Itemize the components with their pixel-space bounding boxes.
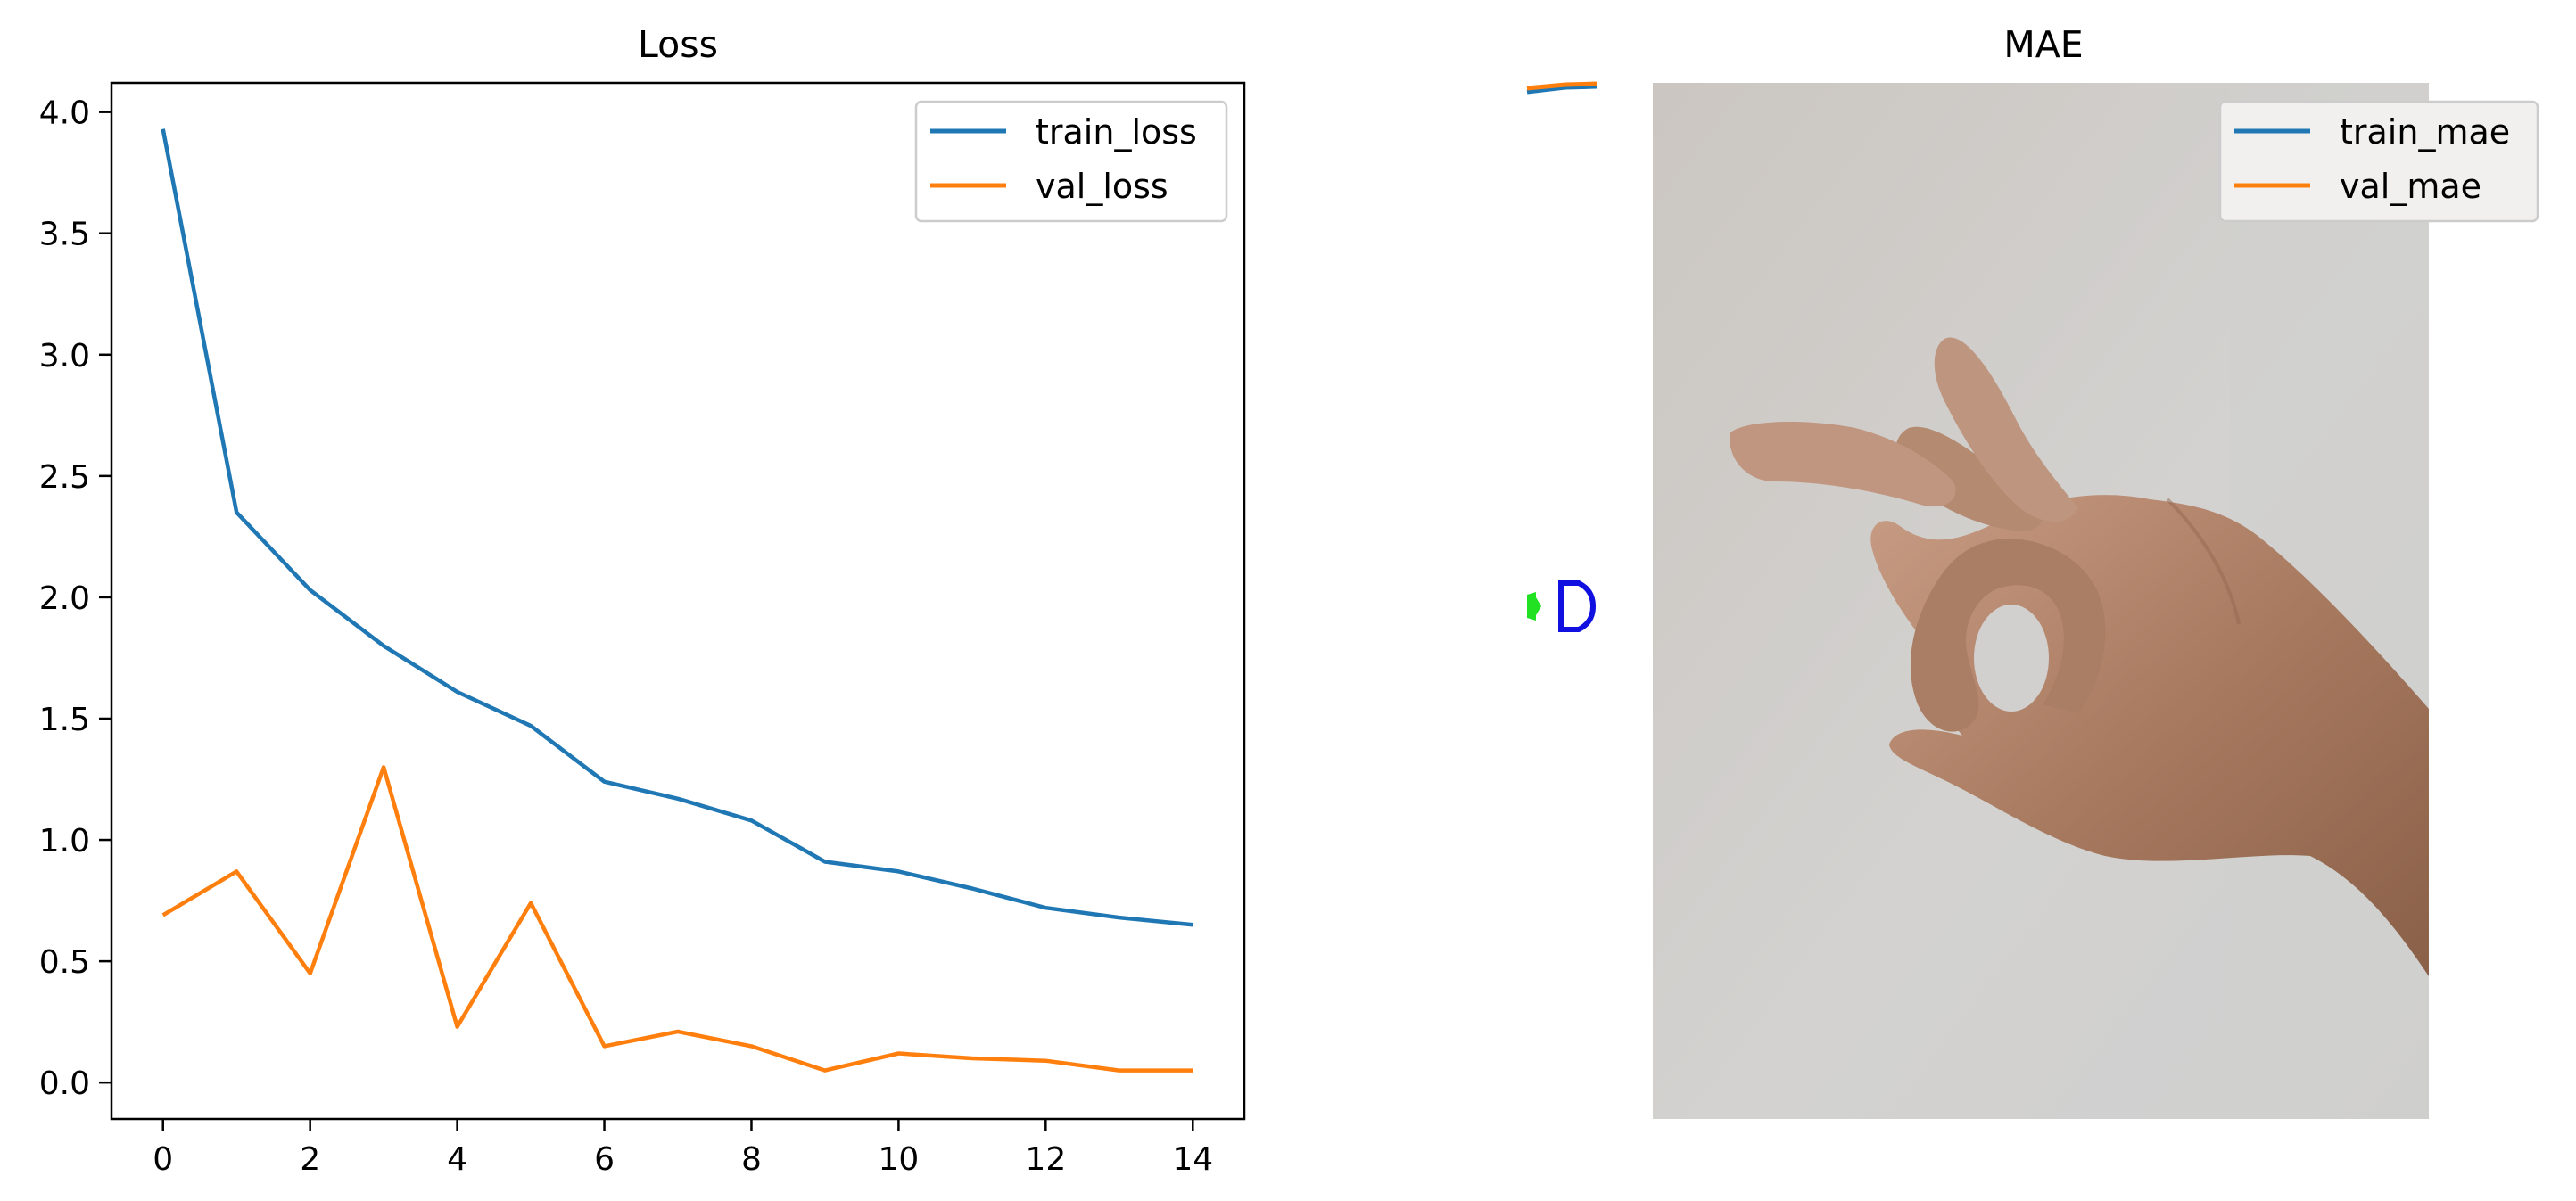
mae-chart: MAE	[1526, 23, 2539, 1119]
mae-line-fragment	[1526, 81, 1598, 95]
green-marker-icon	[1527, 592, 1541, 621]
y-tick-label: 4.0	[39, 95, 90, 132]
y-tick-label: 3.5	[39, 217, 90, 253]
loss-series-group	[161, 128, 1193, 1073]
series-line-train-loss	[161, 128, 1193, 927]
mae-legend: train_mae val_mae	[2218, 100, 2539, 223]
loss-x-axis: 0 2 4 6 8 10 12 14	[153, 1119, 1213, 1178]
legend-label-train-loss: train_loss	[1036, 112, 1197, 152]
x-tick-label: 14	[1172, 1141, 1213, 1178]
y-tick-label: 3.0	[39, 338, 90, 374]
legend-label-train-mae: train_mae	[2340, 112, 2510, 152]
blue-marker-icon	[1558, 580, 1597, 632]
loss-plot-frame	[110, 81, 1246, 1121]
x-tick-label: 0	[153, 1141, 173, 1178]
loss-y-axis: 0.0 0.5 1.0 1.5 2.0 2.5 3.0 3.5 4.0	[39, 95, 111, 1102]
legend-label-val-loss: val_loss	[1036, 167, 1168, 206]
y-tick-label: 1.5	[39, 702, 90, 738]
x-tick-label: 10	[878, 1141, 919, 1178]
y-tick-label: 1.0	[39, 823, 90, 860]
x-tick-label: 6	[594, 1141, 615, 1178]
loss-title: Loss	[638, 23, 718, 66]
y-tick-label: 0.0	[39, 1065, 90, 1102]
legend-label-val-mae: val_mae	[2340, 167, 2481, 206]
series-line-val-loss	[161, 765, 1193, 1073]
y-tick-label: 2.0	[39, 580, 90, 617]
loss-chart: Loss 0.0 0.5 1.0 1.5 2.0 2.5 3.0 3.5 4.0 0 2 4 6 8 10…	[39, 23, 1246, 1178]
y-tick-label: 2.5	[39, 459, 90, 496]
hand-gesture-photo	[1653, 83, 2429, 1119]
y-tick-label: 0.5	[39, 944, 90, 981]
mae-title: MAE	[2003, 23, 2083, 66]
x-tick-label: 8	[741, 1141, 762, 1178]
loss-legend: train_loss val_loss	[914, 100, 1228, 223]
x-tick-label: 4	[447, 1141, 467, 1178]
x-tick-label: 2	[300, 1141, 320, 1178]
x-tick-label: 12	[1025, 1141, 1066, 1178]
